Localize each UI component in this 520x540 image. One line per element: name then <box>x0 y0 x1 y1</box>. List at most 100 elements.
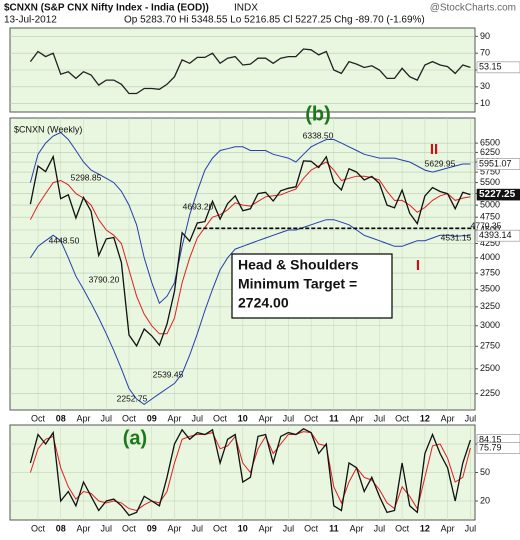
y-tick-label: 70 <box>480 48 490 58</box>
x-tick-label: Jul <box>283 413 295 423</box>
quote: Op 5283.70 Hi 5348.55 Lo 5216.85 Cl 5227… <box>124 15 425 26</box>
price-annotation: 2539.45 <box>153 369 184 379</box>
x-tick-label: Oct <box>213 413 228 423</box>
plot-area <box>10 425 475 520</box>
y-tick-label: 4750 <box>480 212 500 222</box>
x-tick-label: Apr <box>259 413 273 423</box>
x-tick-label: Apr <box>441 523 455 533</box>
end-label-box <box>476 158 520 170</box>
x-tick-label: 12 <box>420 413 430 423</box>
note-text: Head & Shoulders <box>238 257 359 273</box>
end-label-box <box>476 188 520 201</box>
x-tick-label: 10 <box>238 413 248 423</box>
y-tick-label: 5500 <box>480 177 500 187</box>
wave-label: II <box>430 141 438 158</box>
y-tick-label: 6250 <box>480 147 500 157</box>
x-tick-label: 11 <box>329 523 339 533</box>
y-tick-label: 20 <box>480 495 490 505</box>
exchange: INDX <box>234 3 258 14</box>
x-tick-label: Jul <box>374 523 386 533</box>
x-tick-label: Apr <box>76 413 90 423</box>
y-tick-label: 6500 <box>480 138 500 148</box>
y-tick-label: 30 <box>480 81 490 91</box>
y-tick-label: 2500 <box>480 363 500 373</box>
x-tick-label: 08 <box>56 523 66 533</box>
x-tick-label: Jul <box>465 523 477 533</box>
y-tick-label: 4000 <box>480 252 500 262</box>
x-tick-label: Jul <box>465 413 477 423</box>
y-tick-label: 3250 <box>480 301 500 311</box>
x-tick-label: Oct <box>213 523 228 533</box>
note-text: 2724.00 <box>238 295 289 311</box>
series-line <box>29 131 471 305</box>
y-tick-label: 4500 <box>480 224 500 234</box>
x-tick-label: 11 <box>329 413 339 423</box>
x-tick-label: Jul <box>283 523 295 533</box>
price-annotation: 5298.85 <box>71 172 102 182</box>
x-tick-label: Oct <box>31 523 46 533</box>
y-tick-label: 2250 <box>480 388 500 398</box>
price-annotation: 6338.50 <box>303 130 334 140</box>
x-tick-label: Jul <box>101 413 113 423</box>
note-box <box>231 253 393 319</box>
x-tick-label: Oct <box>122 413 137 423</box>
end-label-box <box>476 229 520 242</box>
price-annotation: 4531.15 <box>441 232 472 242</box>
x-tick-label: 12 <box>420 523 430 533</box>
x-tick-label: 09 <box>147 413 157 423</box>
end-label: 75.79 <box>479 442 502 452</box>
x-tick-label: Apr <box>168 523 182 533</box>
x-tick-label: Jul <box>192 413 204 423</box>
price-annotation: 4448.50 <box>49 235 80 245</box>
y-tick-label: 5000 <box>480 199 500 209</box>
x-tick-label: Oct <box>304 523 319 533</box>
series-line <box>29 154 471 348</box>
series-line <box>29 219 471 406</box>
end-label-box <box>476 442 520 454</box>
x-tick-label: Apr <box>350 413 364 423</box>
end-label: 53.15 <box>479 62 502 72</box>
date: 13-Jul-2012 <box>4 15 57 26</box>
end-label: 5951.07 <box>479 158 512 168</box>
end-label: 5227.25 <box>479 189 516 200</box>
end-label: 4393.14 <box>479 230 512 240</box>
y-tick-label: 50 <box>480 467 490 477</box>
y-tick-label: 5750 <box>480 166 500 176</box>
y-tick-label: 90 <box>480 31 490 41</box>
x-tick-label: Jul <box>101 523 113 533</box>
x-tick-label: 10 <box>238 523 248 533</box>
x-tick-label: Apr <box>168 413 182 423</box>
x-tick-label: 09 <box>147 523 157 533</box>
y-tick-label: 4250 <box>480 238 500 248</box>
price-annotation: 4770.35 <box>471 220 502 230</box>
series-label: $CNXN (Weekly) <box>14 124 82 134</box>
wave-label: (a) <box>123 427 147 449</box>
price-annotation: 3790.20 <box>89 274 120 284</box>
chart-title: $CNXN (S&P CNX Nifty Index - India (EOD)… <box>4 3 209 14</box>
x-tick-label: Apr <box>259 523 273 533</box>
x-tick-label: Oct <box>304 413 319 423</box>
price-annotation: 2252.75 <box>117 393 148 403</box>
end-label: 84.15 <box>479 434 502 444</box>
price-annotation: 4693.20 <box>183 201 214 211</box>
x-tick-label: Jul <box>374 413 386 423</box>
x-tick-label: Jul <box>192 523 204 533</box>
wave-label: I <box>416 257 420 274</box>
x-tick-label: Apr <box>76 523 90 533</box>
note-text: Minimum Target = <box>238 276 357 292</box>
y-tick-label: 3750 <box>480 267 500 277</box>
wave-label: (b) <box>305 103 331 125</box>
x-tick-label: 08 <box>56 413 66 423</box>
x-tick-label: Apr <box>350 523 364 533</box>
price-annotation: 5629.95 <box>425 158 456 168</box>
series-line <box>29 48 471 95</box>
series-line <box>29 431 471 512</box>
plot-area <box>10 36 475 104</box>
x-tick-label: Oct <box>395 413 410 423</box>
y-tick-label: 2750 <box>480 341 500 351</box>
source: @StockCharts.com <box>430 3 516 14</box>
y-tick-label: 3500 <box>480 284 500 294</box>
end-label-box <box>476 61 520 74</box>
x-tick-label: Oct <box>31 413 46 423</box>
